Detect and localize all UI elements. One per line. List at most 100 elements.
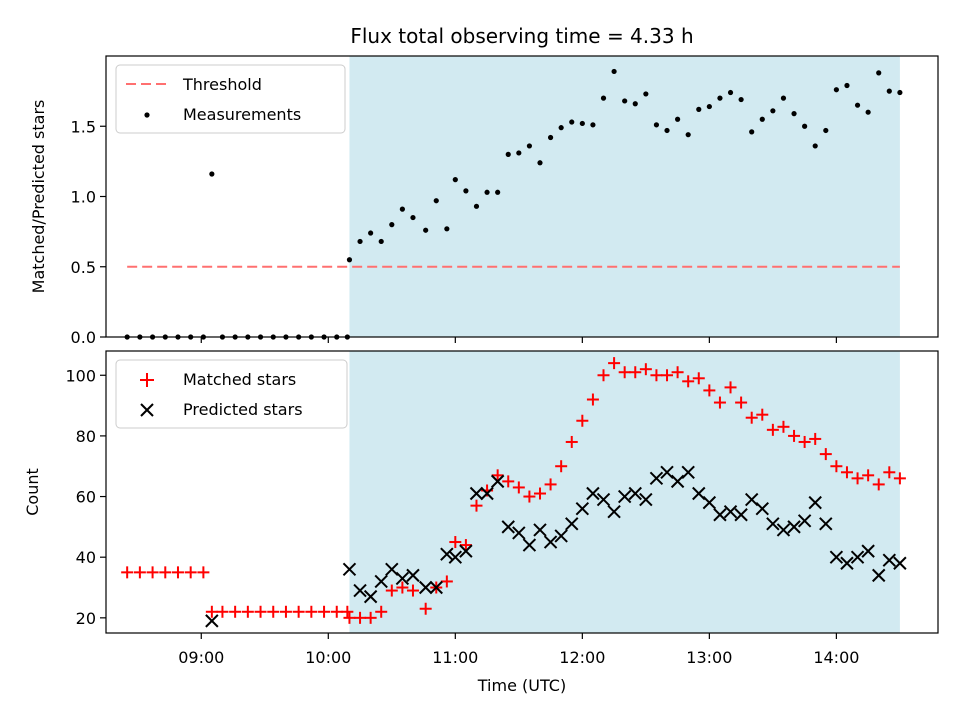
matched-star-point: [735, 396, 748, 409]
predicted-star-point: [766, 517, 780, 531]
matched-star-point: [798, 435, 811, 448]
measurement-point: [444, 226, 450, 232]
predicted-star-point: [554, 529, 568, 543]
measurement-point: [854, 102, 861, 108]
measurement-point: [812, 143, 818, 149]
predicted-star-point: [829, 550, 844, 564]
matched-star-point: [385, 584, 398, 597]
matched-star-point: [777, 420, 790, 433]
ratio-marks: [124, 68, 903, 340]
predicted-star-stroke: [681, 465, 695, 479]
matched-star-point: [576, 414, 589, 427]
measurement-point: [759, 116, 765, 122]
matched-star-point: [459, 539, 472, 552]
predicted-star-point: [744, 492, 759, 507]
predicted-star-stroke: [522, 538, 537, 552]
predicted-star-stroke: [205, 614, 219, 628]
predicted-star-point: [448, 550, 463, 564]
predicted-star-stroke: [723, 505, 738, 519]
predicted-star-point: [808, 495, 822, 510]
matched-star-point: [703, 384, 716, 397]
matched-star-point: [512, 481, 525, 494]
count-x-ticks: 09:00 10:00 11:00 12:00 13:00 14:00: [178, 633, 859, 667]
predicted-star-point: [418, 580, 433, 595]
predicted-star-point: [533, 523, 547, 537]
matched-star-point: [819, 448, 832, 461]
predicted-star-stroke: [660, 465, 674, 479]
measurement-point: [780, 95, 787, 101]
measurement-point: [897, 89, 903, 96]
matched-star-point: [305, 605, 318, 618]
predicted-star-stroke: [353, 583, 367, 598]
predicted-star-point: [522, 538, 537, 552]
measurement-point: [770, 108, 776, 114]
matched-star-point: [171, 566, 184, 579]
matched-star-point: [692, 372, 705, 385]
predicted-star-point: [861, 544, 875, 558]
matched-star-point: [406, 584, 419, 597]
matched-star-point: [650, 369, 663, 382]
measurement-point: [357, 238, 363, 245]
measurement-point: [378, 238, 384, 245]
legend-matched-label: Matched stars: [183, 370, 296, 389]
matched-star-point: [229, 605, 242, 618]
predicted-star-stroke: [459, 544, 473, 558]
x-tick-label: 11:00: [432, 648, 478, 667]
matched-star-point: [766, 423, 779, 436]
predicted-star-stroke: [543, 535, 558, 549]
predicted-star-stroke: [829, 550, 844, 564]
measurement-point: [685, 132, 691, 138]
measurement-point: [569, 119, 575, 125]
matched-star-point: [254, 605, 267, 618]
predicted-star-point: [692, 486, 706, 501]
predicted-star-point: [406, 568, 420, 583]
matched-star-point: [197, 566, 210, 579]
predicted-star-stroke: [342, 562, 357, 577]
matched-star-point: [629, 366, 642, 379]
predicted-star-stroke: [586, 486, 600, 501]
matched-star-point: [121, 566, 134, 579]
matched-star-point: [343, 611, 356, 624]
figure-title: Flux total observing time = 4.33 h: [350, 24, 693, 48]
y-tick-label: 1.0: [71, 188, 96, 207]
matched-star-point: [862, 469, 875, 482]
predicted-star-point: [512, 526, 526, 540]
matched-star-point: [618, 366, 631, 379]
count-panel: 20 40 60 80 100 09:00 10:00 11:00 12:00 13:00 14:…: [23, 350, 939, 695]
matched-star-point: [523, 490, 536, 503]
ratio-panel: 0.0 0.5 1.0 1.5 Matched/Predicted stars Thr…: [29, 55, 939, 347]
matched-star-point: [745, 411, 758, 424]
measurement-point: [727, 89, 734, 96]
matched-star-point: [533, 487, 546, 500]
measurement-point: [664, 127, 670, 134]
measurement-point: [516, 150, 522, 156]
predicted-star-stroke: [480, 486, 494, 501]
measurement-point: [526, 143, 533, 149]
predicted-star-stroke: [819, 517, 833, 531]
measurement-point: [590, 122, 596, 128]
predicted-star-point: [501, 520, 515, 534]
predicted-star-stroke: [744, 492, 759, 507]
predicted-star-stroke: [418, 580, 433, 595]
measurement-point: [410, 214, 416, 221]
predicted-star-point: [617, 489, 632, 504]
matched-star-point: [883, 466, 896, 479]
matched-star-point: [184, 566, 197, 579]
predicted-star-stroke: [448, 550, 463, 564]
y-tick-label: 20: [76, 609, 96, 628]
predicted-star-stroke: [395, 571, 410, 586]
measurement-point: [706, 103, 712, 110]
matched-star-point: [364, 611, 377, 624]
predicted-star-point: [639, 492, 653, 507]
matched-star-point: [713, 396, 726, 409]
predicted-star-stroke: [554, 529, 568, 543]
y-tick-label: 80: [76, 427, 96, 446]
measurement-point: [463, 188, 469, 194]
matched-star-point: [375, 605, 388, 618]
matched-star-point: [449, 536, 462, 549]
matched-star-point: [597, 369, 610, 382]
predicted-star-stroke: [882, 553, 897, 567]
measurement-point: [399, 206, 405, 212]
matched-star-point: [440, 575, 453, 588]
ratio-legend: Threshold Measurements: [115, 64, 346, 134]
